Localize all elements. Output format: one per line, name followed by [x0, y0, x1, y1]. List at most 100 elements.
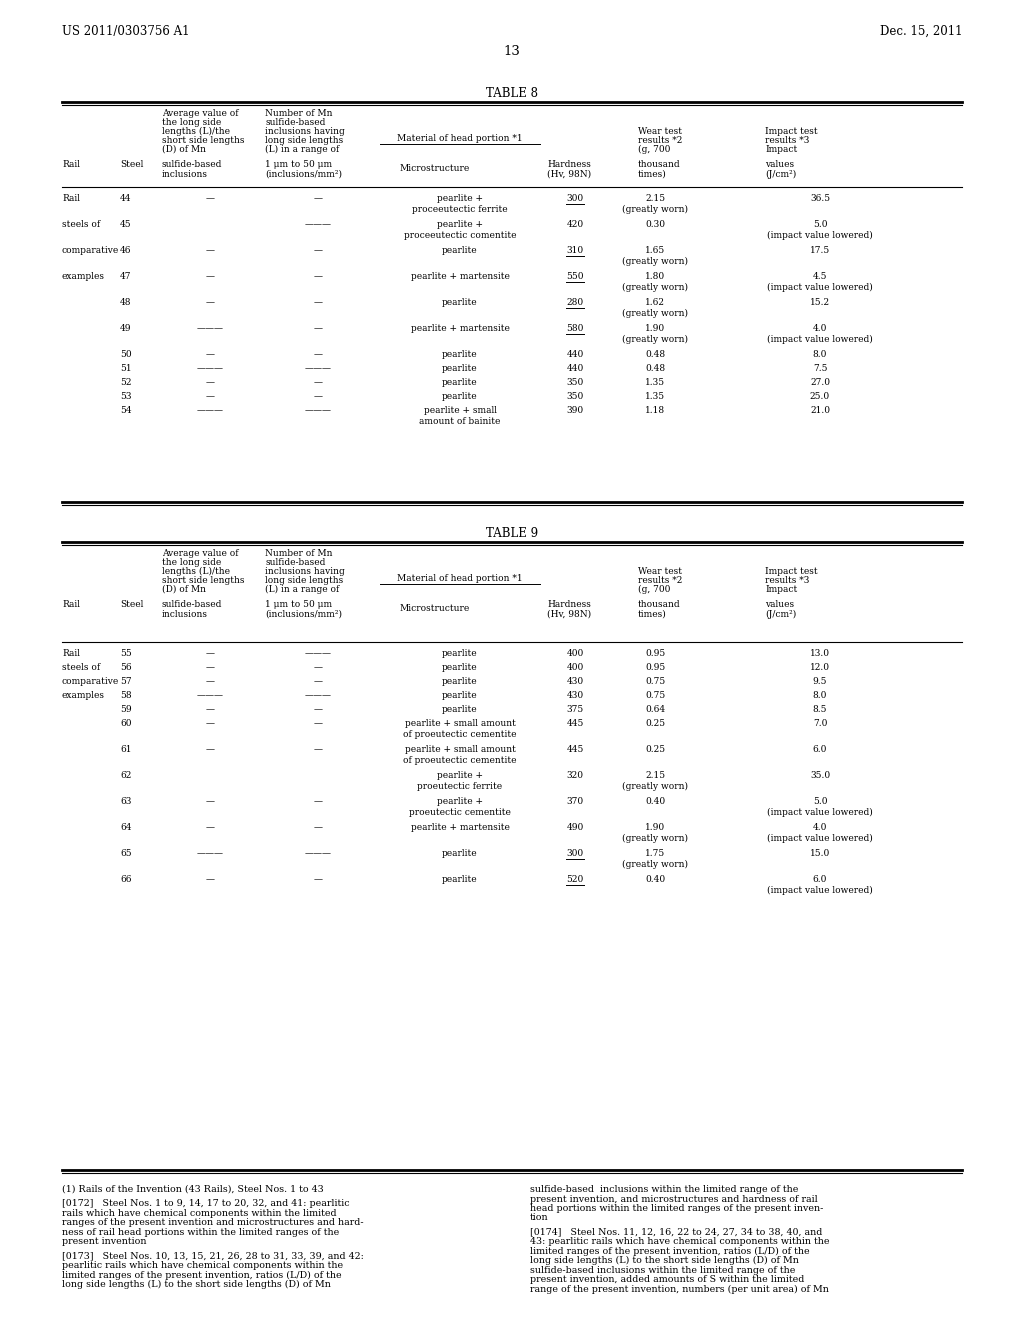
Text: (inclusions/mm²): (inclusions/mm²): [265, 170, 342, 180]
Text: range of the present invention, numbers (per unit area) of Mn: range of the present invention, numbers …: [530, 1284, 828, 1294]
Text: Hardness: Hardness: [547, 601, 591, 609]
Text: (g, 700: (g, 700: [638, 145, 671, 154]
Text: 54: 54: [120, 407, 132, 414]
Text: 5.0: 5.0: [813, 797, 827, 807]
Text: 6.0: 6.0: [813, 875, 827, 884]
Text: 430: 430: [566, 677, 584, 686]
Text: 8.0: 8.0: [813, 690, 827, 700]
Text: values: values: [765, 160, 795, 169]
Text: 15.0: 15.0: [810, 849, 830, 858]
Text: 7.5: 7.5: [813, 364, 827, 374]
Text: (greatly worn): (greatly worn): [622, 834, 688, 843]
Text: —: —: [206, 194, 214, 203]
Text: 0.40: 0.40: [645, 797, 665, 807]
Text: Hardness: Hardness: [547, 160, 591, 169]
Text: 55: 55: [120, 649, 132, 657]
Text: —: —: [206, 663, 214, 672]
Text: —: —: [313, 392, 323, 401]
Text: pearlite: pearlite: [442, 649, 478, 657]
Text: pearlite +: pearlite +: [437, 194, 483, 203]
Text: pearlite: pearlite: [442, 350, 478, 359]
Text: ———: ———: [304, 849, 332, 858]
Text: —: —: [313, 663, 323, 672]
Text: Rail: Rail: [62, 649, 80, 657]
Text: 65: 65: [120, 849, 132, 858]
Text: 440: 440: [566, 350, 584, 359]
Text: rails which have chemical components within the limited: rails which have chemical components wit…: [62, 1209, 337, 1218]
Text: proeutectic cementite: proeutectic cementite: [409, 808, 511, 817]
Text: 445: 445: [566, 719, 584, 729]
Text: 46: 46: [120, 246, 131, 255]
Text: (impact value lowered): (impact value lowered): [767, 834, 872, 843]
Text: 35.0: 35.0: [810, 771, 830, 780]
Text: present invention, added amounts of S within the limited: present invention, added amounts of S wi…: [530, 1275, 805, 1284]
Text: ———: ———: [197, 323, 223, 333]
Text: Rail: Rail: [62, 160, 80, 169]
Text: —: —: [206, 822, 214, 832]
Text: limited ranges of the present invention, ratios (L/D) of the: limited ranges of the present invention,…: [62, 1270, 342, 1279]
Text: 5.0: 5.0: [813, 220, 827, 228]
Text: 25.0: 25.0: [810, 392, 830, 401]
Text: [0172]   Steel Nos. 1 to 9, 14, 17 to 20, 32, and 41: pearlitic: [0172] Steel Nos. 1 to 9, 14, 17 to 20, …: [62, 1200, 349, 1208]
Text: (greatly worn): (greatly worn): [622, 205, 688, 214]
Text: 64: 64: [120, 822, 131, 832]
Text: —: —: [206, 677, 214, 686]
Text: (D) of Mn: (D) of Mn: [162, 145, 206, 154]
Text: —: —: [206, 875, 214, 884]
Text: Dec. 15, 2011: Dec. 15, 2011: [880, 25, 962, 38]
Text: 17.5: 17.5: [810, 246, 830, 255]
Text: 1.75: 1.75: [645, 849, 666, 858]
Text: —: —: [206, 378, 214, 387]
Text: 0.30: 0.30: [645, 220, 665, 228]
Text: the long side: the long side: [162, 117, 221, 127]
Text: —: —: [313, 822, 323, 832]
Text: Steel: Steel: [120, 160, 143, 169]
Text: 60: 60: [120, 719, 131, 729]
Text: values: values: [765, 601, 795, 609]
Text: 420: 420: [566, 220, 584, 228]
Text: (greatly worn): (greatly worn): [622, 335, 688, 345]
Text: ———: ———: [304, 407, 332, 414]
Text: 12.0: 12.0: [810, 663, 830, 672]
Text: long side lengths: long side lengths: [265, 136, 343, 145]
Text: 4.5: 4.5: [813, 272, 827, 281]
Text: 13: 13: [504, 45, 520, 58]
Text: ———: ———: [197, 690, 223, 700]
Text: 350: 350: [566, 378, 584, 387]
Text: of proeutectic cementite: of proeutectic cementite: [403, 730, 517, 739]
Text: (impact value lowered): (impact value lowered): [767, 886, 872, 895]
Text: proeutectic ferrite: proeutectic ferrite: [418, 781, 503, 791]
Text: —: —: [206, 719, 214, 729]
Text: 21.0: 21.0: [810, 407, 830, 414]
Text: 1.18: 1.18: [645, 407, 665, 414]
Text: 440: 440: [566, 364, 584, 374]
Text: 1.62: 1.62: [645, 298, 665, 308]
Text: tion: tion: [530, 1213, 549, 1222]
Text: pearlite +: pearlite +: [437, 797, 483, 807]
Text: —: —: [313, 323, 323, 333]
Text: (impact value lowered): (impact value lowered): [767, 231, 872, 240]
Text: 45: 45: [120, 220, 132, 228]
Text: 0.95: 0.95: [645, 649, 666, 657]
Text: 44: 44: [120, 194, 131, 203]
Text: limited ranges of the present invention, ratios (L/D) of the: limited ranges of the present invention,…: [530, 1247, 810, 1255]
Text: of proeutectic cementite: of proeutectic cementite: [403, 756, 517, 766]
Text: (greatly worn): (greatly worn): [622, 861, 688, 869]
Text: Material of head portion *1: Material of head portion *1: [397, 135, 523, 143]
Text: short side lengths: short side lengths: [162, 576, 245, 585]
Text: —: —: [313, 246, 323, 255]
Text: 400: 400: [566, 649, 584, 657]
Text: (greatly worn): (greatly worn): [622, 257, 688, 267]
Text: (greatly worn): (greatly worn): [622, 282, 688, 292]
Text: —: —: [206, 744, 214, 754]
Text: —: —: [313, 272, 323, 281]
Text: —: —: [313, 875, 323, 884]
Text: Microstructure: Microstructure: [400, 164, 470, 173]
Text: ———: ———: [304, 690, 332, 700]
Text: pearlite: pearlite: [442, 690, 478, 700]
Text: sulfide-based: sulfide-based: [265, 117, 326, 127]
Text: 1.65: 1.65: [645, 246, 666, 255]
Text: 0.40: 0.40: [645, 875, 665, 884]
Text: sulfide-based  inclusions within the limited range of the: sulfide-based inclusions within the limi…: [530, 1185, 799, 1195]
Text: (D) of Mn: (D) of Mn: [162, 585, 206, 594]
